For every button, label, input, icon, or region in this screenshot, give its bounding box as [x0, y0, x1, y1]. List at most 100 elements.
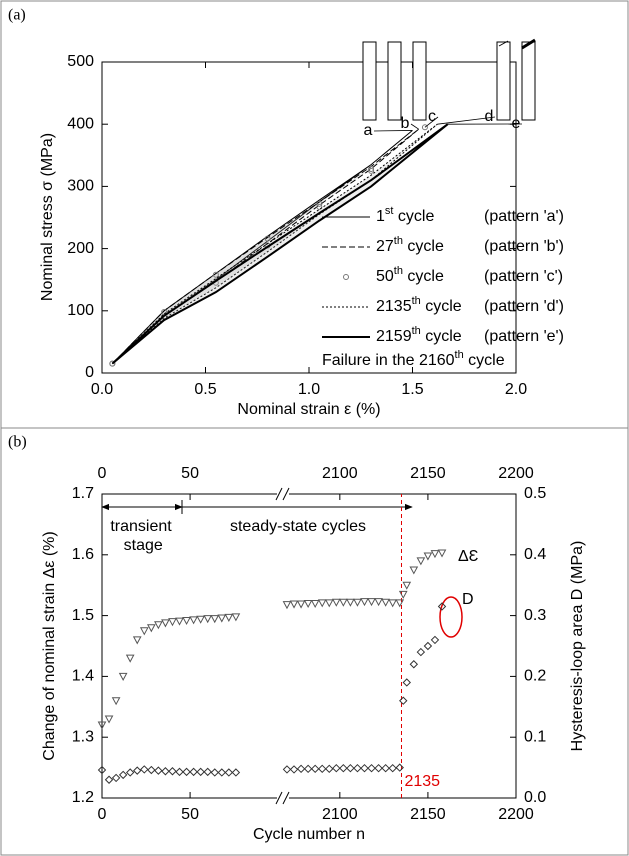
data-point [264, 235, 271, 242]
legend-pattern: (pattern 'a') [484, 208, 564, 225]
data-point [224, 768, 234, 777]
data-point [367, 598, 376, 607]
y-tick-label: 1.4 [72, 668, 94, 685]
axis-break [275, 486, 290, 806]
legend-label: 27th cycle [376, 235, 444, 255]
y-tick-label: 1.6 [72, 546, 94, 563]
x-top-tick-label: 2150 [410, 465, 446, 482]
pattern-letter: d [485, 108, 494, 125]
data-point [146, 624, 156, 633]
y2-tick-label: 0.5 [524, 485, 546, 502]
x-tick-label: 0.0 [91, 381, 113, 398]
x-tick-label: 2.0 [505, 381, 527, 398]
data-point [318, 764, 327, 774]
data-point [203, 767, 212, 777]
data-point [125, 768, 135, 777]
data-point [111, 773, 121, 783]
data-point [282, 765, 292, 774]
y2-tick-label: 0.3 [524, 607, 546, 624]
data-point [316, 203, 323, 210]
data-point [346, 764, 355, 773]
data-point [360, 764, 369, 773]
y2-axis-title: Hysteresis-loop area D (MPa) [569, 541, 586, 752]
x-tick-label: 1.0 [298, 381, 320, 398]
data-point [224, 613, 234, 622]
data-point [133, 766, 142, 775]
data-point [317, 599, 327, 608]
data-point [132, 636, 142, 645]
data-point [310, 764, 320, 774]
x-top-tick-label: 50 [181, 465, 199, 482]
data-point [374, 764, 383, 773]
y-tick-label: 1.7 [72, 485, 94, 502]
data-point [109, 360, 116, 367]
data-point [398, 590, 408, 599]
x-top-tick-label: 2100 [322, 465, 358, 482]
data-point [374, 598, 383, 607]
data-point [282, 601, 292, 610]
y-axis-title: Nominal stress σ (MPa) [39, 133, 56, 301]
y-axis-title: Change of nominal strain Δε (%) [41, 531, 58, 760]
pattern-letter: b [401, 115, 410, 132]
data-point [217, 614, 227, 623]
data-point [118, 672, 128, 681]
y2-tick-label: 0.1 [524, 728, 546, 745]
pattern-pointer [373, 130, 413, 132]
series-label: D [462, 591, 474, 608]
data-point [388, 764, 397, 773]
data-point [325, 764, 334, 774]
data-point [217, 768, 227, 777]
data-point [203, 615, 213, 624]
highlight-ellipse [439, 596, 463, 638]
x-top-tick-label: 2200 [498, 465, 534, 482]
data-point [303, 764, 313, 774]
data-point [296, 600, 306, 609]
data-point [175, 767, 184, 777]
data-point [368, 165, 375, 172]
data-point [430, 635, 440, 645]
failure-note: Failure in the 2160th cycle [322, 349, 505, 369]
data-point [360, 598, 369, 607]
pattern-pointer [437, 116, 496, 125]
data-point [367, 764, 376, 773]
data-point [437, 602, 447, 611]
legend-pattern: (pattern 'c') [484, 268, 563, 285]
data-point [399, 696, 408, 705]
data-point [381, 598, 390, 607]
data-point [231, 768, 241, 777]
stage-arrows [101, 500, 413, 514]
y2-tick-label: 0.2 [524, 668, 546, 685]
data-point [97, 721, 107, 730]
x-tick-label: 1.5 [401, 381, 423, 398]
stage-label: steady-state cycles [230, 518, 366, 535]
data-point [423, 552, 433, 561]
x-axis-title: Cycle number n [253, 826, 365, 843]
data-point [210, 768, 219, 777]
data-point [402, 581, 412, 590]
x-tick-label: 2100 [322, 806, 358, 823]
data-point [154, 766, 163, 775]
data-point [353, 598, 362, 607]
data-point [182, 767, 191, 777]
legend-pattern: (pattern 'e') [484, 328, 564, 345]
legend-label: 1st cycle [376, 205, 434, 225]
x-axis-title: Nominal strain ε (%) [237, 401, 380, 418]
data-point [416, 647, 426, 657]
data-point [125, 654, 135, 663]
data-point [409, 660, 419, 669]
data-point [189, 616, 198, 625]
x-tick-label: 0.5 [194, 381, 216, 398]
series-label: ΔƐ [458, 548, 479, 565]
data-point [104, 715, 114, 724]
data-point [368, 167, 375, 174]
data-point [395, 763, 404, 772]
data-point [332, 764, 341, 773]
data-point [289, 600, 299, 609]
panel-border [0, 427, 629, 856]
legend-pattern: (pattern 'b') [484, 238, 564, 255]
data-point [409, 566, 419, 575]
data-point [161, 767, 170, 776]
panel-label: (a) [8, 7, 26, 24]
stage-label: transient stage [110, 518, 172, 554]
data-point [289, 765, 299, 774]
